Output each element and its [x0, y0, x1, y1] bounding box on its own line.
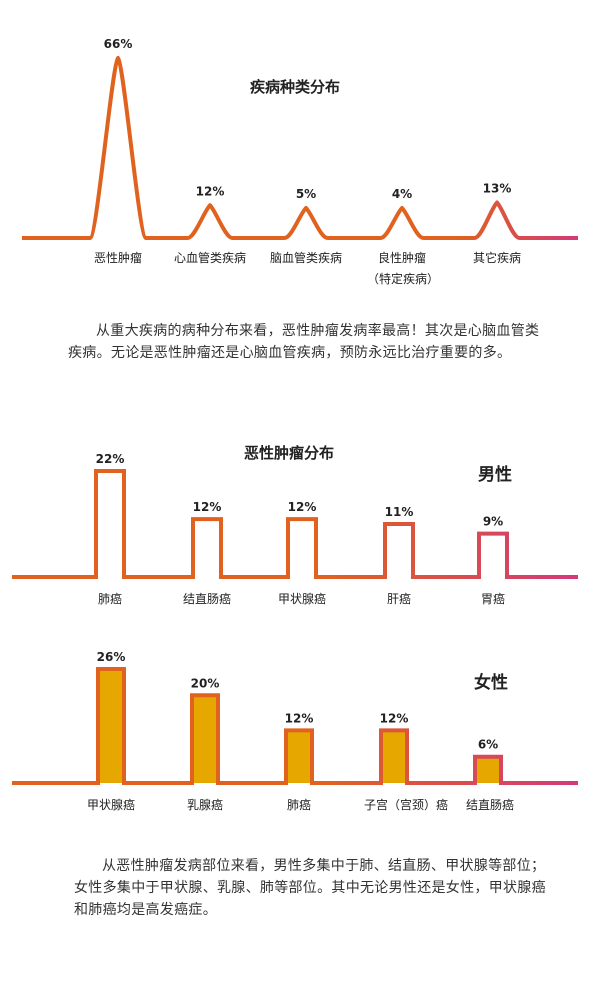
category-label: 其它疾病 — [473, 250, 521, 265]
series-outline — [12, 667, 578, 785]
series-outline — [12, 469, 578, 579]
category-note: （特定疾病） — [367, 272, 440, 286]
chart-title: 恶性肿瘤分布 — [244, 444, 335, 462]
category-label: 肺癌 — [98, 591, 122, 606]
bar — [286, 730, 312, 783]
category-label: 肺癌 — [287, 797, 311, 812]
category-label: 结直肠癌 — [183, 591, 231, 606]
bar — [381, 730, 407, 783]
disease-distribution-svg: 66% 恶性肿瘤 12% 心血管类疾病 5% 脑血管类疾病 4% 良性肿瘤 13% 其它疾病 — [22, 37, 578, 265]
category-label: 心血管类疾病 — [174, 250, 246, 265]
category-label: 甲状腺癌 — [278, 591, 326, 606]
group-label-female: 女性 — [474, 673, 508, 693]
data-label: 12% — [196, 184, 225, 198]
male-cancer-svg: 22% 肺癌 12% 结直肠癌 12% 甲状腺癌 11% 肝癌 9% 胃癌 — [12, 452, 578, 606]
bar — [192, 695, 218, 783]
data-label: 20% — [191, 676, 220, 690]
data-label: 12% — [380, 711, 409, 725]
paragraph-cancer-summary: 从恶性肿瘤发病部位来看，男性多集中于肺、结直肠、甲状腺等部位；女性多集中于甲状腺… — [74, 858, 546, 918]
data-label: 4% — [392, 187, 412, 201]
category-label: 良性肿瘤 — [378, 250, 426, 265]
category-label: 结直肠癌 — [466, 797, 514, 812]
paragraph-disease-summary: 从重大疾病的病种分布来看，恶性肿瘤发病率最高！其次是心脑血管类疾病。无论是恶性肿… — [68, 323, 540, 361]
bar — [98, 669, 124, 783]
data-label: 22% — [96, 452, 125, 466]
category-label: 脑血管类疾病 — [270, 250, 342, 265]
female-cancer-svg: 26% 甲状腺癌 20% 乳腺癌 12% 肺癌 12% 子宫（宫颈）癌 6% 结直肠癌 — [12, 650, 578, 812]
category-label: 肝癌 — [387, 591, 411, 606]
category-label: 恶性肿瘤 — [94, 250, 142, 265]
disease-distribution-chart: 疾病种类分布 66% 恶性肿瘤 12% 心血管类疾病 5% 脑血管类疾病 4% 良性肿瘤 13%… — [0, 0, 600, 300]
data-label: 11% — [385, 505, 414, 519]
data-label: 26% — [97, 650, 126, 664]
data-label: 6% — [478, 738, 498, 752]
male-cancer-chart: 恶性肿瘤分布 男性 22% 肺癌 12% 结直肠癌 12% 甲状腺癌 11% 肝癌 9% 胃癌 — [0, 430, 600, 620]
chart-title: 疾病种类分布 — [250, 78, 341, 96]
data-label: 12% — [288, 500, 317, 514]
female-cancer-chart: 女性 26% 甲状腺癌 20% 乳腺癌 12% 肺癌 12% 子宫（宫颈）癌 6% 结直肠癌 — [0, 640, 600, 830]
data-label: 13% — [483, 182, 512, 196]
data-label: 5% — [296, 187, 316, 201]
category-label: 甲状腺癌 — [87, 797, 135, 812]
series-line — [22, 56, 578, 240]
bar — [475, 756, 501, 783]
category-label: 子宫（宫颈）癌 — [364, 797, 448, 812]
data-label: 12% — [193, 500, 222, 514]
data-label: 9% — [483, 515, 503, 529]
category-label: 胃癌 — [481, 591, 505, 606]
group-label-male: 男性 — [478, 465, 512, 485]
data-label: 66% — [104, 37, 133, 51]
data-label: 12% — [285, 711, 314, 725]
category-label: 乳腺癌 — [187, 797, 223, 812]
